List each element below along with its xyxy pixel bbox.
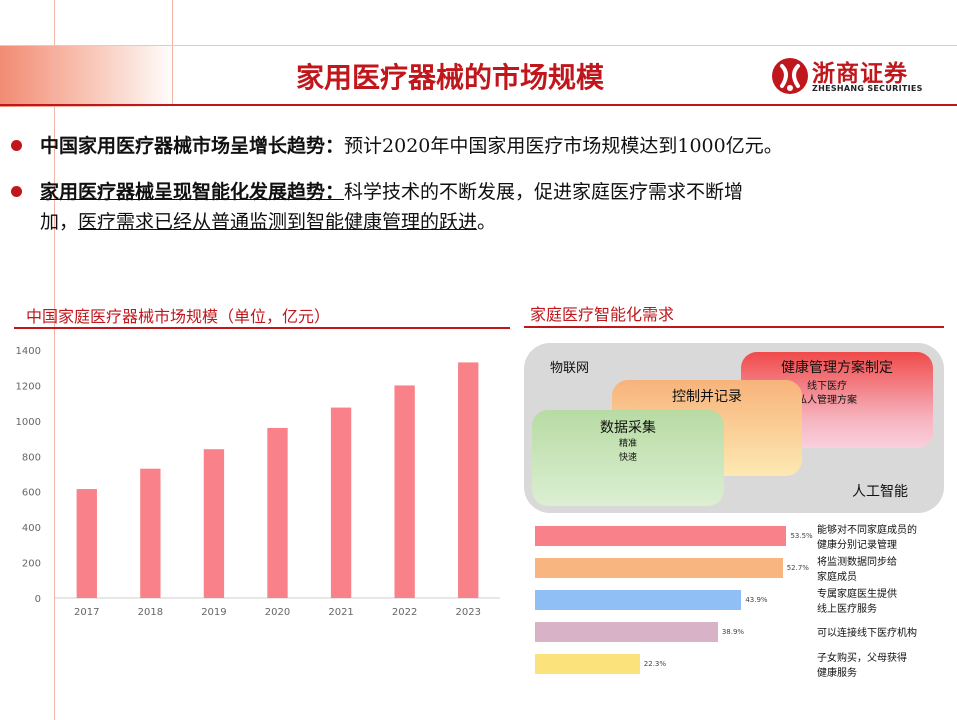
demand-bar-label: 能够对不同家庭成员的 健康分别记录管理 (817, 523, 952, 553)
x-tick-label: 2018 (138, 607, 163, 618)
demand-bar-label: 可以连接线下医疗机构 (817, 626, 952, 641)
y-tick-label: 200 (22, 559, 41, 570)
decor-line (0, 45, 957, 46)
health-plan-title: 健康管理方案制定 (781, 360, 893, 376)
demand-bar-value: 53.5% (790, 532, 813, 540)
company-logo: 浙商证券 ZHESHANG SECURITIES (770, 54, 930, 98)
logo-name: 浙商证券 (812, 61, 908, 87)
demand-bar-chart: 53.5% 能够对不同家庭成员的 健康分别记录管理 52.7% 将监测数据同步给 家庭成员… (527, 516, 947, 686)
demand-bar (535, 526, 787, 546)
bullet-body: 加， (40, 211, 79, 233)
y-tick-label: 800 (22, 452, 41, 463)
bar-2018 (140, 468, 161, 598)
demand-bar-label-line: 家庭成员 (817, 572, 857, 583)
decor-line (54, 0, 55, 720)
left-section-title: 中国家庭医疗器械市场规模（单位，亿元） (26, 307, 331, 326)
bullet-heading: 家用医疗器械呈现智能化发展趋势： (40, 181, 345, 203)
demand-bar-label-line: 线上医疗服务 (817, 604, 877, 615)
demand-bar-label-line: 子女购买，父母获得 (817, 653, 907, 664)
bar-2023 (458, 362, 479, 598)
demand-bar (535, 558, 783, 578)
demand-bar (535, 622, 718, 642)
y-tick-label: 600 (22, 488, 41, 499)
x-tick-label: 2021 (328, 607, 353, 618)
demand-bar (535, 590, 742, 610)
demand-bar-label-line: 专属家庭医生提供 (817, 589, 897, 600)
y-tick-label: 1200 (16, 381, 41, 392)
demand-bar-value: 52.7% (786, 564, 809, 572)
ai-label: 人工智能 (852, 484, 908, 500)
control-record-title: 控制并记录 (672, 389, 742, 405)
right-section-rule (524, 326, 944, 328)
x-tick-label: 2019 (201, 607, 226, 618)
bullet-marker (11, 140, 22, 151)
header-decoration (0, 45, 175, 107)
x-tick-label: 2017 (74, 607, 99, 618)
demand-bar-label-line: 将监测数据同步给 (817, 557, 897, 568)
market-size-bar-chart: 0 200 400 600 800 1000 1200 1400 2017 2018 2019 202… (16, 346, 500, 618)
x-tick-label: 2022 (392, 607, 417, 618)
zheshang-logo-icon (772, 58, 808, 94)
y-tick-label: 1000 (16, 417, 41, 428)
y-tick-label: 0 (35, 594, 41, 605)
data-collection-line: 快速 (618, 453, 637, 463)
bullet-body-underlined: 医疗需求已经从普通监测到智能健康管理的跃进 (78, 211, 478, 233)
demand-bar-label: 子女购买，父母获得 健康服务 (817, 651, 952, 681)
bar-2022 (394, 385, 415, 598)
health-plan-line: 线下医疗 (807, 381, 847, 392)
demand-bar (535, 654, 640, 674)
bar-2020 (267, 427, 288, 598)
decor-line (172, 0, 173, 104)
demand-bar-label: 将监测数据同步给 家庭成员 (817, 555, 952, 585)
bullet-item-1: 中国家用医疗器械市场呈增长趋势：预计2020年中国家用医疗市场规模达到1000亿… (40, 131, 950, 161)
x-tick-label: 2020 (265, 607, 290, 618)
title-divider (0, 104, 957, 106)
right-section-title: 家庭医疗智能化需求 (530, 305, 675, 324)
demand-bar-label-line: 健康分别记录管理 (817, 540, 897, 551)
bar-2017 (76, 489, 97, 598)
bullet-body: 科学技术的不断发展，促进家庭医疗需求不断增 (344, 181, 744, 203)
data-collection-box (532, 410, 724, 506)
x-tick-label: 2023 (455, 607, 480, 618)
iot-label: 物联网 (550, 361, 590, 376)
bullet-body: 。 (477, 211, 497, 233)
demand-bar-label-line: 可以连接线下医疗机构 (817, 628, 917, 639)
bullet-body: 预计2020年中国家用医疗市场规模达到1000亿元。 (344, 135, 783, 157)
data-collection-title: 数据采集 (600, 420, 656, 436)
demand-bar-value: 38.9% (721, 628, 745, 636)
demand-bar-label: 专属家庭医生提供 线上医疗服务 (817, 587, 952, 617)
health-plan-line: 私人管理方案 (797, 395, 857, 406)
bar-2021 (330, 407, 352, 598)
page-title: 家用医疗器械的市场规模 (295, 61, 604, 94)
logo-subtitle: ZHESHANG SECURITIES (812, 84, 923, 93)
demand-bar-label-line: 能够对不同家庭成员的 (817, 525, 917, 536)
demand-bar-label-line: 健康服务 (817, 668, 857, 679)
y-tick-label: 1400 (16, 346, 41, 357)
bullet-item-2: 家用医疗器械呈现智能化发展趋势：科学技术的不断发展，促进家庭医疗需求不断增 加，… (40, 177, 950, 237)
data-collection-line: 精准 (618, 439, 637, 449)
bar-2019 (203, 449, 225, 598)
demand-bar-value: 43.9% (745, 596, 768, 604)
bullet-heading: 中国家用医疗器械市场呈增长趋势： (40, 135, 345, 157)
y-tick-label: 400 (22, 523, 41, 534)
left-section-rule (14, 327, 510, 329)
demand-bar-value: 22.3% (643, 660, 667, 668)
bullet-marker (11, 186, 22, 197)
